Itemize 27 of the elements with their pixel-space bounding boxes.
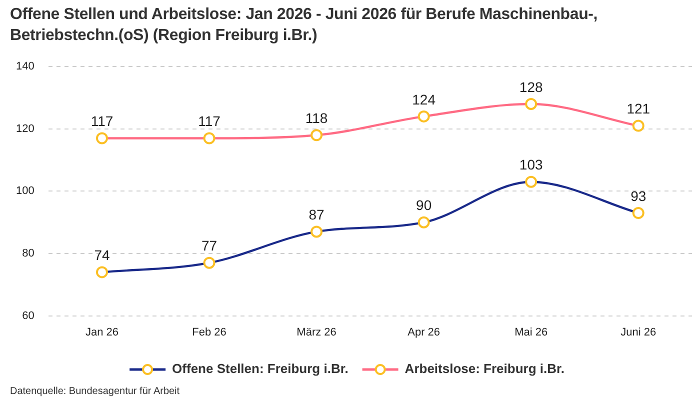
- data-label: 124: [412, 91, 436, 108]
- data-label: 77: [201, 238, 218, 254]
- y-tick-label: 60: [22, 310, 34, 322]
- x-tick-label: Juni 26: [620, 326, 656, 338]
- data-label: 121: [626, 100, 650, 117]
- legend-label: Offene Stellen: Freiburg i.Br.: [172, 361, 348, 376]
- data-label: 74: [94, 247, 110, 264]
- x-tick-label: Apr 26: [408, 326, 440, 338]
- x-tick-label: Feb 26: [192, 326, 226, 338]
- x-tick-label: Mai 26: [514, 326, 548, 338]
- text: Datenquelle: Bundesagentur für Arbeit: [10, 386, 180, 397]
- data-label: 128: [519, 78, 543, 95]
- x-tick-label: März 26: [296, 326, 336, 338]
- x-tick-label: Jan 26: [85, 326, 119, 338]
- y-tick-label: 80: [22, 248, 34, 260]
- data-label: 117: [198, 113, 221, 130]
- data-label: 93: [630, 188, 646, 204]
- data-label: 90: [416, 197, 432, 214]
- data-label: 117: [90, 113, 114, 130]
- data-label: 87: [308, 206, 325, 223]
- legend-label: Arbeitslose: Freiburg i.Br.: [404, 361, 564, 376]
- data-label: 103: [519, 156, 543, 173]
- y-tick-label: 100: [16, 185, 34, 198]
- chart-title: Offene Stellen und Arbeitslose: Jan 2026 - Juni 2026 für Berufe Maschinenbau-, Betriebstechn.(oS) (Region Freiburg i.Br.): [10, 5, 599, 46]
- data-label: 118: [305, 110, 328, 126]
- y-tick-label: 120: [16, 122, 34, 135]
- y-tick-label: 140: [16, 60, 34, 73]
